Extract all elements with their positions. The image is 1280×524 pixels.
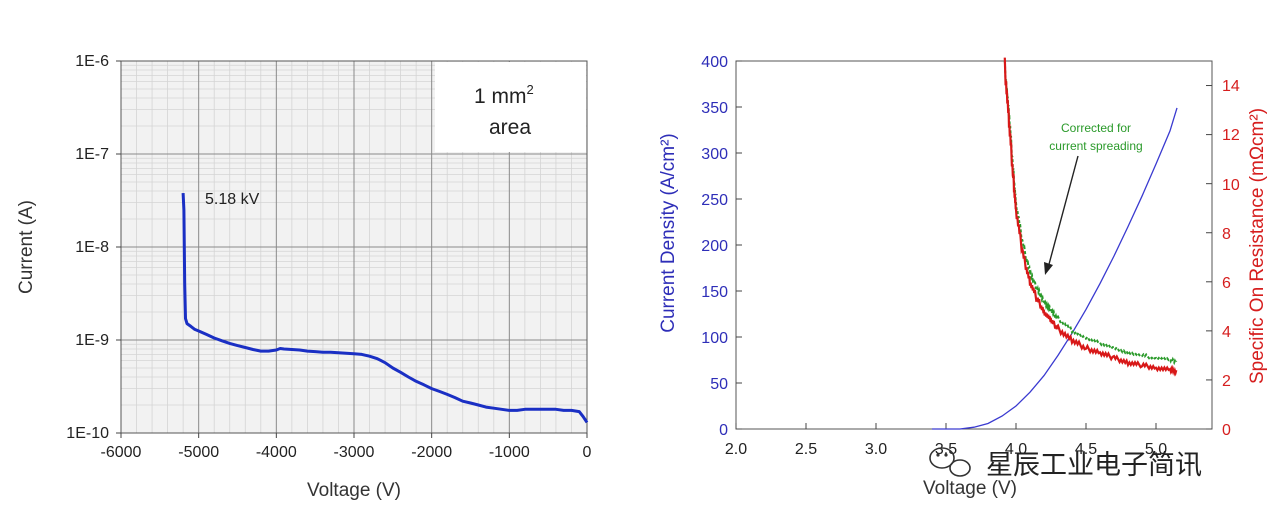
current-density-axis-title: Current Density (A/cm²) [658, 133, 679, 333]
right-right-y-tick-6: 6 [1222, 275, 1231, 292]
right-left-y-tick-250: 250 [701, 192, 728, 209]
right-x-tick-2.0: 2.0 [725, 441, 747, 458]
right-right-y-tick-12: 12 [1222, 127, 1240, 144]
right-left-y-tick-100: 100 [701, 330, 728, 347]
right-x-tick-4.5: 4.5 [1075, 441, 1097, 458]
right-right-y-tick-0: 0 [1222, 422, 1231, 439]
right-x-tick-3.5: 3.5 [935, 441, 957, 458]
right-x-tick-4.0: 4.0 [1005, 441, 1027, 458]
left-x-tick-0: 0 [583, 444, 592, 461]
right-left-y-tick-200: 200 [701, 238, 728, 255]
current-density-series [932, 107, 1178, 430]
left-x-axis-title: Voltage (V) [307, 480, 401, 501]
on-resistance-axis-title: Specific On Resistance (mΩcm²) [1247, 108, 1268, 384]
left-chart: 1E-6 1E-7 1E-8 1E-9 1E-10 -6000 -5000 -4… [16, 53, 592, 501]
left-x-tick--3000: -3000 [334, 444, 375, 461]
left-y-tick-1e-10: 1E-10 [66, 425, 109, 442]
watermark-text: 星辰工业电子简讯 [986, 450, 1202, 481]
right-left-y-tick-0: 0 [719, 422, 728, 439]
left-y-tick-1e-6: 1E-6 [75, 53, 109, 70]
right-x-tick-5.0: 5.0 [1145, 441, 1167, 458]
left-y-tick-1e-8: 1E-8 [75, 239, 109, 256]
right-right-y-tick-14: 14 [1222, 78, 1240, 95]
area-annotation-box [435, 62, 586, 152]
corrected-annotation-line1: Corrected for [1061, 121, 1131, 135]
left-axis-ticks [116, 60, 588, 438]
corrected-annotation-line2: current spreading [1049, 139, 1142, 153]
wechat-icon [929, 447, 971, 477]
right-plot-frame [735, 60, 1213, 430]
left-x-tick--2000: -2000 [411, 444, 452, 461]
right-right-y-tick-8: 8 [1222, 226, 1231, 243]
breakdown-voltage-label: 5.18 kV [205, 191, 260, 208]
corrected-resistance-series [1003, 60, 1178, 366]
annotation-arrow-head [1044, 262, 1053, 275]
right-x-axis-title: Voltage (V) [923, 478, 1017, 499]
right-axis-ticks [735, 60, 1212, 430]
right-right-y-tick-2: 2 [1222, 373, 1231, 390]
right-right-y-tick-10: 10 [1222, 177, 1240, 194]
watermark: 星辰工业电子简讯 [929, 447, 1202, 481]
leakage-current-series [181, 193, 589, 424]
area-annotation-line2: area [489, 116, 531, 139]
left-y-axis-title: Current (A) [16, 200, 37, 294]
left-x-tick--1000: -1000 [489, 444, 530, 461]
right-right-y-tick-4: 4 [1222, 324, 1231, 341]
right-left-y-tick-150: 150 [701, 284, 728, 301]
left-grid [121, 61, 587, 433]
right-chart: 0 50 100 150 200 250 300 350 400 0 2 4 6… [658, 54, 1268, 499]
right-x-tick-2.5: 2.5 [795, 441, 817, 458]
on-resistance-series [1003, 57, 1178, 377]
area-annotation-line1: 1 mm2 [474, 82, 534, 108]
right-left-y-tick-350: 350 [701, 100, 728, 117]
left-x-tick--5000: -5000 [178, 444, 219, 461]
left-x-tick--6000: -6000 [101, 444, 142, 461]
right-left-y-tick-300: 300 [701, 146, 728, 163]
left-x-tick--4000: -4000 [256, 444, 297, 461]
left-y-tick-1e-7: 1E-7 [75, 146, 109, 163]
annotation-arrow-shaft [1047, 155, 1079, 269]
right-left-y-tick-50: 50 [710, 376, 728, 393]
right-x-tick-3.0: 3.0 [865, 441, 887, 458]
left-y-tick-1e-9: 1E-9 [75, 332, 109, 349]
right-left-y-tick-400: 400 [701, 54, 728, 71]
